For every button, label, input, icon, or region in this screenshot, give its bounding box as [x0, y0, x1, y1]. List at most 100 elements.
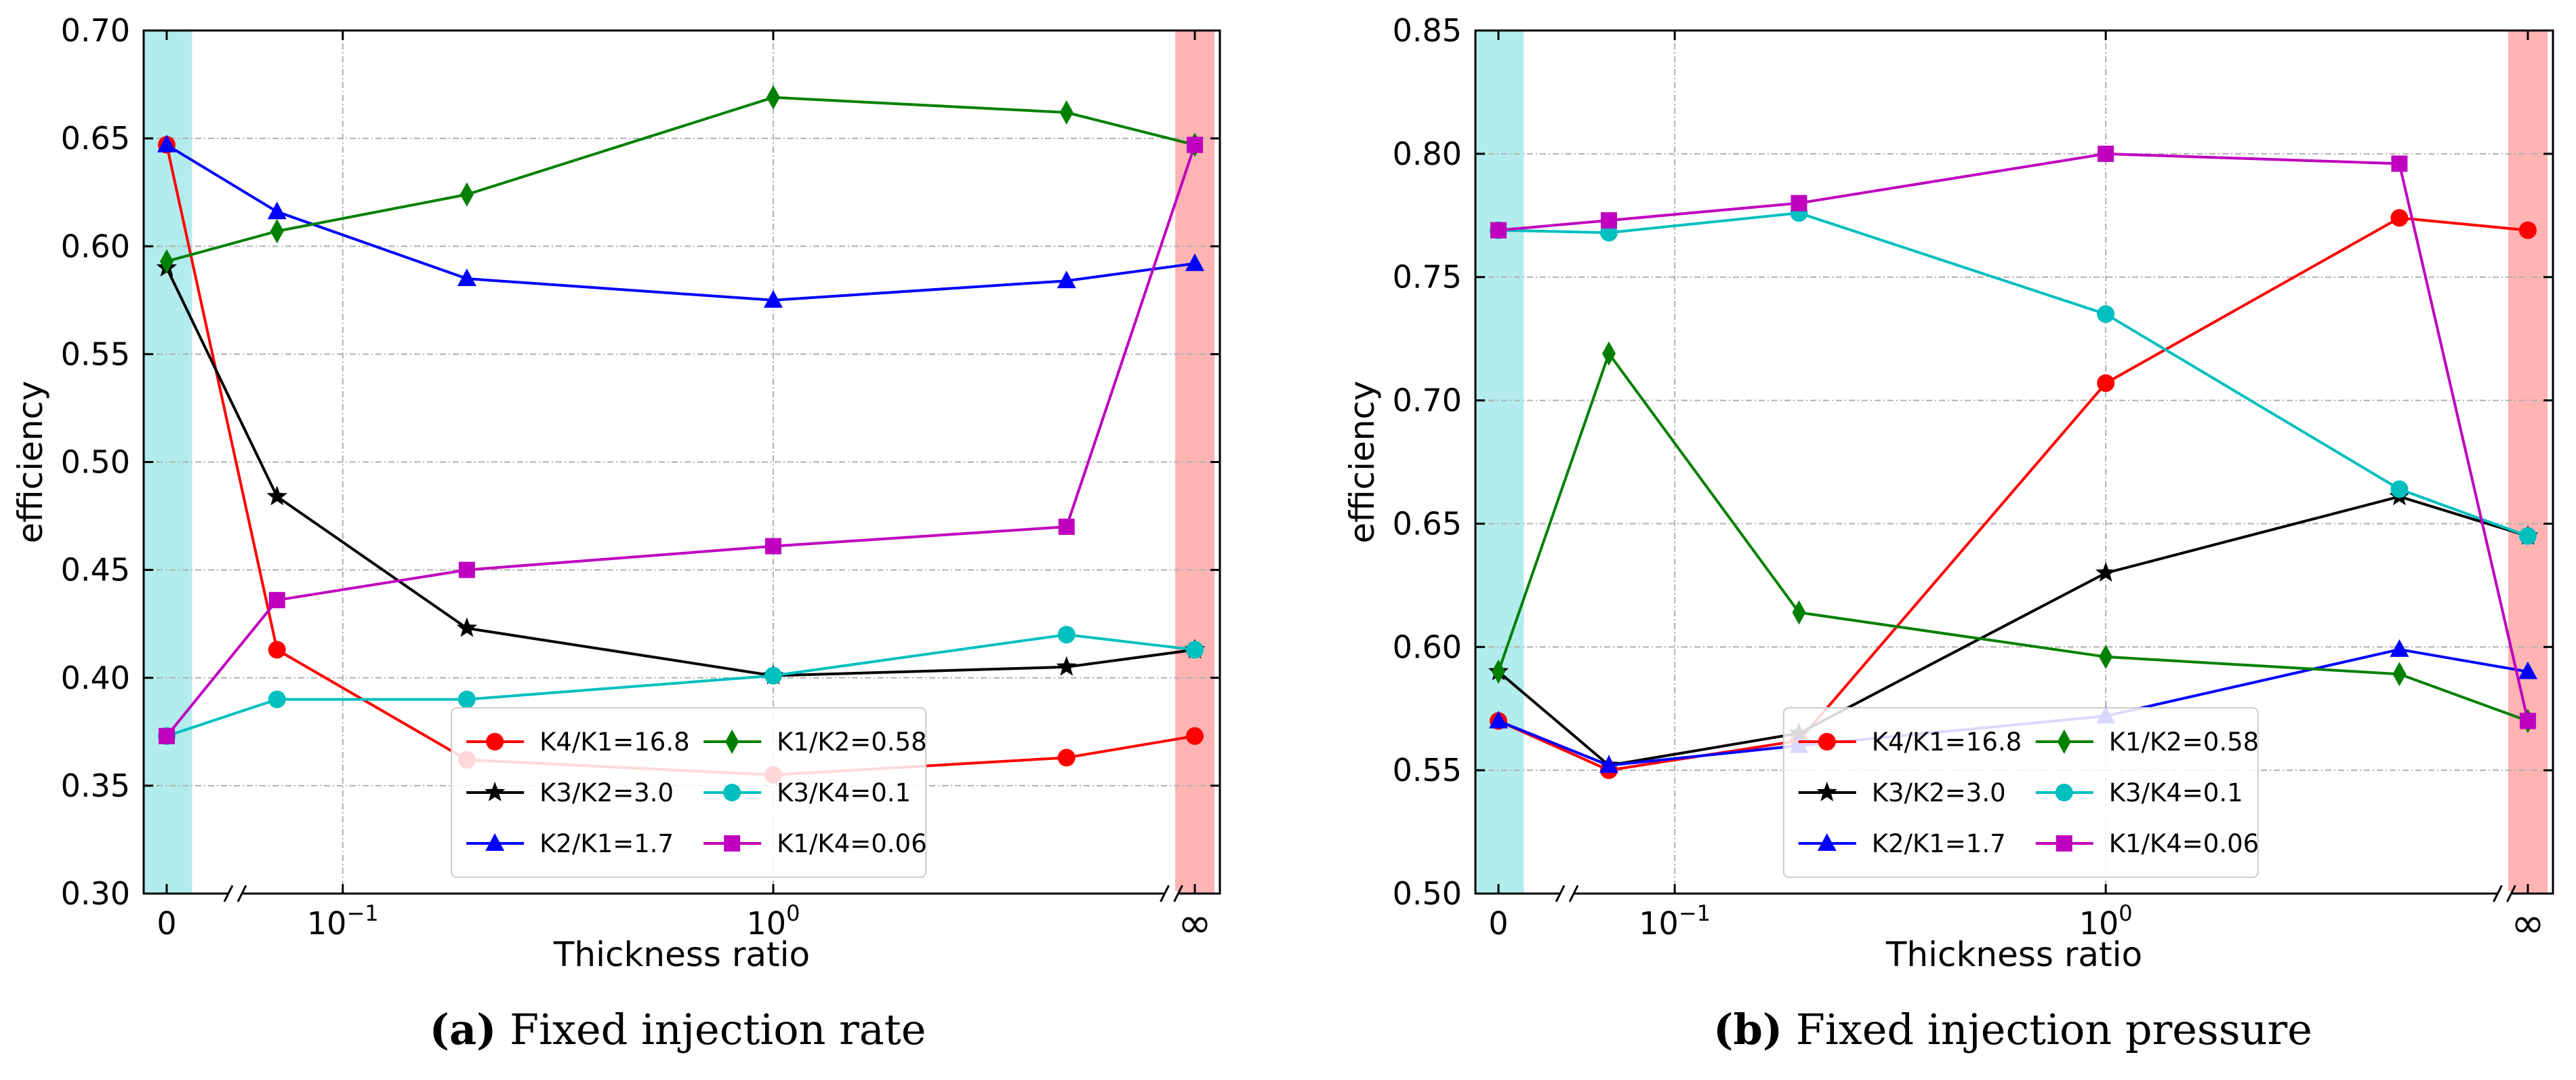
y-tick-label: 0.50 [61, 444, 130, 481]
data-point [458, 561, 475, 578]
y-tick-label: 0.40 [61, 660, 130, 696]
series-K4/K1=16.8 [1490, 209, 2537, 780]
data-point [1185, 727, 1204, 745]
data-point [157, 134, 176, 153]
y-tick-label: 0.65 [61, 120, 130, 157]
legend-item: K2/K1=1.7 [466, 829, 674, 858]
legend-label: K2/K1=1.7 [1872, 829, 2006, 858]
series-K3/K4=0.1 [1490, 204, 2537, 545]
data-point [2095, 562, 2117, 582]
legend-swatch-marker [725, 729, 739, 754]
axis-break-gap [1165, 891, 1178, 898]
series-K3/K2=3.0 [156, 257, 1206, 685]
axis-break-mark [237, 885, 247, 902]
y-tick-label: 0.65 [1393, 505, 1462, 542]
panel-label: (b) [1713, 1005, 1782, 1054]
axis-break-mark [2493, 885, 2503, 902]
legend-swatch-marker [2056, 835, 2072, 852]
legend-swatch-marker [2055, 784, 2073, 801]
legend-swatch-marker [485, 833, 505, 851]
series-K2/K1=1.7 [157, 134, 1204, 308]
series-line [1497, 351, 2529, 723]
data-point [158, 727, 175, 744]
x-axis-label: Thickness ratio [553, 935, 810, 974]
y-tick-label: 0.50 [1393, 875, 1462, 912]
data-point [2518, 221, 2537, 239]
x-tick-label: 0 [157, 905, 176, 942]
data-point [763, 289, 783, 308]
legend: K4/K1=16.8 K3/K2=3.0 K2/K1=1.7 K1/K2=0.58 K3… [1782, 707, 2259, 878]
data-point [267, 201, 287, 220]
legend-item: K3/K2=3.0 [466, 778, 674, 807]
legend-swatch-marker [485, 782, 506, 801]
legend-label: K3/K4=0.1 [777, 778, 911, 807]
legend-item: K3/K2=3.0 [1798, 778, 2006, 807]
chart-panel-a: 0.30 0.35 0.40 0.45 0.50 0.55 0.60 0.65 0.70 0 10−… [11, 12, 1221, 1054]
legend-label: K1/K4=0.06 [777, 829, 926, 858]
data-point [2392, 662, 2407, 687]
y-tick-label: 0.75 [1393, 259, 1462, 296]
data-point [1185, 253, 1204, 271]
legend-box [451, 707, 927, 878]
legend-label: K3/K4=0.1 [2109, 778, 2243, 807]
legend-item: K3/K4=0.1 [703, 778, 911, 807]
data-point [456, 617, 478, 637]
data-point [268, 690, 286, 708]
legend-item: K1/K4=0.06 [703, 829, 927, 858]
legend-item: K4/K1=16.8 [1798, 727, 2022, 757]
data-point [459, 182, 474, 207]
data-point [457, 268, 476, 286]
caption-text: Fixed injection rate [496, 1005, 926, 1054]
x-axis-label: Thickness ratio [1885, 935, 2142, 974]
legend-swatch-marker [724, 835, 741, 852]
axis-break-mark [1568, 885, 1579, 902]
legend-item: K2/K1=1.7 [1798, 829, 2006, 858]
axes-frame [1474, 29, 2554, 895]
data-point [1056, 656, 1077, 676]
y-axis-label: efficiency [1343, 380, 1382, 543]
series-line [1498, 152, 2529, 721]
data-point [2099, 644, 2113, 669]
y-tick-label: 0.35 [61, 767, 130, 804]
y-tick-label: 0.70 [1393, 382, 1462, 419]
legend-swatch-marker [1817, 833, 1837, 851]
data-point [1792, 600, 1806, 625]
series-line [1497, 495, 2529, 767]
data-point [159, 249, 173, 274]
legend-label: K3/K2=3.0 [539, 778, 674, 807]
axis-break-mark [2506, 885, 2516, 902]
legend-item: K1/K2=0.58 [2035, 727, 2259, 757]
series-line [1498, 216, 2529, 772]
x-tick-label: 0 [1488, 905, 1508, 942]
series-K4/K1=16.8 [157, 136, 1204, 784]
data-point [1185, 641, 1204, 659]
legend-label: K1/K2=0.58 [2109, 727, 2259, 757]
legend-label: K1/K2=0.58 [777, 727, 926, 757]
data-point [1791, 195, 1807, 212]
series-line [165, 144, 1196, 737]
data-point [1489, 711, 1509, 729]
shaded-region-infinity [1175, 31, 1215, 894]
legend-swatch-marker [1816, 782, 1837, 801]
data-point [2097, 305, 2115, 323]
data-point [1490, 222, 1507, 239]
data-point [1059, 100, 1074, 125]
legend-item: K4/K1=16.8 [466, 727, 690, 757]
y-tick-label: 0.70 [61, 12, 130, 49]
y-tick-label: 0.85 [1393, 12, 1462, 49]
data-point [1599, 755, 1619, 773]
legend-swatch-marker [723, 784, 741, 801]
series-K1/K4=0.06 [158, 136, 1203, 744]
legend-label: K2/K1=1.7 [539, 829, 674, 858]
axis-break-gap [2498, 891, 2511, 898]
axis-break-gap [228, 891, 241, 898]
legend-label: K1/K4=0.06 [2109, 829, 2259, 858]
x-tick-label: 10−1 [1639, 900, 1711, 942]
series-line [165, 267, 1195, 677]
legend: K4/K1=16.8 K3/K2=3.0 K2/K1=1.7 K1/K2=0.58 K3… [451, 707, 927, 878]
data-point [1186, 136, 1203, 153]
axis-break-mark [1160, 885, 1170, 902]
axis-break-mark [1555, 885, 1566, 902]
data-point [1057, 626, 1076, 644]
